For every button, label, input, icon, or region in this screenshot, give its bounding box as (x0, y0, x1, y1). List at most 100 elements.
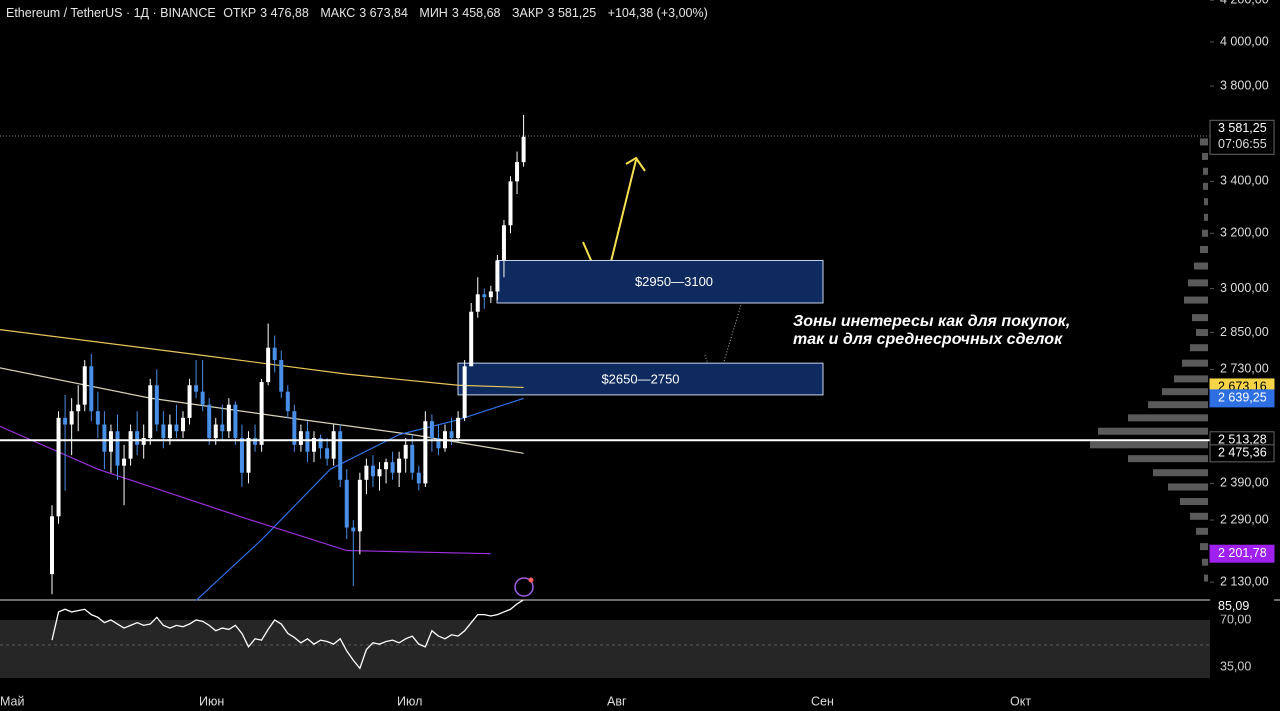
profile-bar (1196, 527, 1208, 535)
candle-body (515, 162, 520, 182)
candle-body (482, 294, 487, 298)
x-tick-label: Сен (811, 694, 834, 708)
field: МИН 3 458,68 (419, 6, 504, 20)
candle-body (508, 181, 513, 226)
candle-body (279, 360, 284, 392)
profile-bar (1200, 245, 1208, 253)
candle-body (495, 260, 500, 292)
candle-body (213, 424, 218, 439)
candle-body (397, 458, 402, 473)
candle-body (469, 311, 474, 367)
candle-body (246, 438, 251, 473)
y-tick-label: 3 800,00 (1220, 78, 1269, 92)
y-tick-label: 2 130,00 (1220, 574, 1269, 588)
field: ЗАКР 3 581,25 (512, 6, 600, 20)
profile-bar (1204, 574, 1208, 582)
y-tick-label: 3 400,00 (1220, 174, 1269, 188)
moving-average (0, 328, 524, 389)
candle-body (521, 136, 526, 163)
candle-body (89, 366, 94, 412)
candle-body (344, 479, 349, 528)
profile-bar (1184, 296, 1208, 304)
zone (496, 259, 824, 304)
event-dot (528, 577, 534, 583)
field-label: МИН (419, 6, 448, 20)
x-tick-label: Окт (1010, 694, 1031, 708)
y-tick-label: 2 390,00 (1220, 476, 1269, 490)
field-value: 3 458,68 (451, 6, 501, 20)
x-tick-label: Авг (607, 694, 627, 708)
candle-body (501, 225, 506, 261)
rsi-tag-bg (1210, 598, 1274, 615)
price-tag-bg (1209, 119, 1275, 155)
candle-body (141, 438, 146, 445)
profile-bar (1098, 427, 1208, 435)
candle-body (331, 431, 336, 459)
y-tick-label: 2 850,00 (1220, 325, 1269, 339)
rsi-line (51, 599, 524, 670)
candle-body (305, 431, 310, 452)
profile-bar (1182, 359, 1208, 367)
x-tick-label: Июн (199, 694, 224, 708)
profile-bar (1180, 498, 1208, 506)
candle-body (488, 291, 493, 298)
y-tick-label: 2 730,00 (1220, 362, 1269, 376)
profile-bar (1128, 414, 1208, 422)
zone (457, 362, 824, 396)
candle-body (259, 382, 264, 445)
candle-body (135, 431, 140, 445)
profile-bar (1196, 329, 1208, 337)
price-tag: 2 639,25 (1218, 391, 1267, 405)
candle-body (351, 527, 356, 532)
profile-bar (1153, 469, 1208, 477)
candle-body (312, 438, 316, 452)
x-tick-label: Май (0, 694, 25, 708)
rsi-tick-label: 70,00 (1220, 612, 1251, 626)
event-icon[interactable] (514, 577, 534, 597)
profile-bar (1090, 441, 1208, 449)
candle-body (384, 462, 389, 470)
profile-bar (1190, 512, 1208, 520)
candle-body (194, 385, 199, 392)
price-tag-bg (1209, 389, 1275, 408)
field-value: 3 581,25 (547, 6, 597, 20)
candle-body (220, 424, 225, 432)
candle-body (95, 411, 100, 425)
candle-body (200, 391, 205, 405)
candle-body (266, 347, 271, 383)
rsi-tag: 85,09 (1218, 599, 1249, 613)
candle-body (115, 431, 120, 466)
candle-body (226, 404, 231, 432)
annotation: Зоны инетересы как для покупок, (793, 313, 1070, 330)
candle-body (475, 294, 480, 312)
candle-body (63, 417, 68, 425)
profile-bar (1200, 138, 1208, 146)
field-value: 3 476,88 (260, 6, 309, 20)
candle-body (174, 424, 179, 432)
profile-bar (1203, 182, 1208, 190)
candle-body (56, 417, 61, 517)
field-label: ЗАКР (512, 6, 544, 20)
candle-body (377, 469, 382, 477)
candle-body (239, 438, 244, 473)
y-tick-label: 2 290,00 (1220, 512, 1269, 526)
profile-bar (1203, 167, 1208, 175)
candle-body (82, 366, 87, 405)
profile-bar (1194, 262, 1208, 270)
candle-body (272, 347, 277, 361)
y-tick-label: 4 000,00 (1220, 34, 1269, 48)
candle-body (154, 385, 159, 425)
profile-bar (1162, 388, 1208, 396)
profile-bar (1204, 213, 1208, 221)
profile-bar (1148, 401, 1208, 409)
profile-bar (1202, 558, 1208, 566)
candle-body (233, 404, 238, 439)
profile-bar (1168, 483, 1208, 491)
header: Ethereum / TetherUS · 1Д · BINANCE ОТКР 3… (6, 6, 712, 20)
field: ОТКР 3 476,88 (223, 6, 313, 20)
y-tick-label: 3 200,00 (1220, 226, 1269, 240)
field: МАКС 3 673,84 (320, 6, 412, 20)
